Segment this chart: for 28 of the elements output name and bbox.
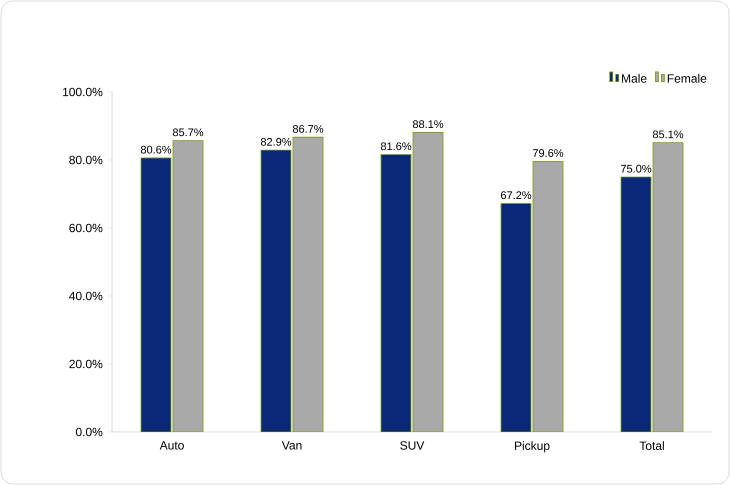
- data-label: 86.7%: [292, 125, 324, 133]
- bar: [140, 158, 172, 432]
- bar: [620, 176, 652, 432]
- legend-label: Male: [622, 74, 647, 83]
- y-tick-label: 80.0%: [69, 156, 102, 164]
- data-label: 82.9%: [260, 138, 292, 146]
- y-tick-label: 40.0%: [69, 292, 102, 300]
- data-label: 85.7%: [172, 128, 204, 136]
- legend-label: Female: [668, 74, 706, 83]
- data-label: 81.6%: [380, 142, 412, 150]
- data-label: 75.0%: [620, 164, 652, 173]
- data-label: 67.2%: [500, 191, 532, 200]
- data-label: 88.1%: [412, 120, 444, 128]
- bar: [380, 154, 412, 432]
- bar: [500, 203, 532, 432]
- x-tick-label: Pickup: [514, 441, 550, 452]
- y-tick-label: 60.0%: [69, 224, 102, 232]
- data-label: 79.6%: [532, 149, 564, 157]
- x-tick-label: Auto: [160, 441, 184, 450]
- data-label: 80.6%: [140, 146, 172, 154]
- x-tick-label: Total: [640, 441, 664, 450]
- y-tick-label: 20.0%: [69, 360, 102, 368]
- data-label: 85.1%: [652, 130, 684, 138]
- y-tick-label: 100.0%: [63, 88, 102, 96]
- x-tick-label: SUV: [400, 441, 424, 450]
- bar: [260, 150, 292, 432]
- y-tick-label: 0.0%: [76, 428, 102, 436]
- x-tick-label: Van: [282, 441, 302, 450]
